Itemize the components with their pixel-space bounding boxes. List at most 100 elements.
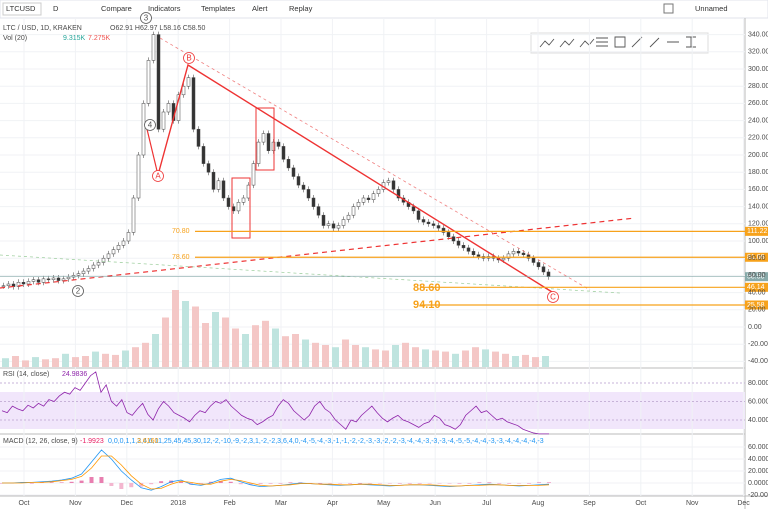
wave-label: 4 — [148, 121, 153, 130]
macd-histogram — [228, 481, 233, 483]
candle-body — [226, 197, 231, 207]
price-tick-label: 220.00 — [748, 135, 768, 142]
candle-body — [461, 245, 466, 249]
price-tick-label: 100.00 — [748, 238, 768, 245]
signal-line — [2, 455, 550, 490]
candle-body — [301, 184, 306, 190]
price-tick-label: 260.00 — [748, 100, 768, 107]
macd-histogram — [179, 481, 184, 483]
macd-histogram — [258, 483, 263, 485]
volume-bar — [282, 336, 289, 367]
macd-histogram — [139, 483, 144, 487]
fib-label: 94.10 — [413, 299, 441, 311]
macd-histogram — [527, 483, 532, 484]
fullscreen-icon[interactable] — [663, 3, 674, 14]
time-tick-label: Nov — [69, 500, 82, 507]
macd-histogram — [417, 483, 422, 484]
macd-histogram — [517, 483, 522, 484]
candle-body — [156, 34, 161, 130]
volume-bar — [412, 347, 419, 367]
candle-body — [266, 133, 271, 151]
templates-button[interactable]: Templates — [201, 4, 235, 13]
symbol[interactable]: LTCUSD — [6, 4, 36, 13]
volume-bar — [182, 301, 189, 367]
candle-body — [191, 77, 196, 130]
fib-label: 88.60 — [413, 282, 441, 294]
macd-histogram — [437, 483, 442, 484]
fib-label: 78.60 — [172, 254, 190, 261]
candle-body — [276, 141, 281, 147]
volume-bar — [32, 357, 39, 367]
candle-body — [26, 281, 31, 285]
candle-body — [31, 279, 36, 282]
candle-body — [281, 146, 286, 160]
volume-bar — [112, 354, 119, 367]
candle-body — [371, 193, 376, 200]
candle-body — [16, 282, 21, 287]
level-label-box — [745, 272, 768, 282]
drawings — [0, 37, 636, 294]
candle-body — [96, 262, 101, 266]
candle-body — [411, 206, 416, 212]
time-tick-label: Oct — [635, 500, 646, 507]
candle-body — [51, 277, 56, 280]
candle-body — [346, 214, 351, 220]
candle-body — [306, 189, 311, 199]
symbol-box[interactable] — [2, 2, 42, 16]
alert-button[interactable]: Alert — [252, 4, 268, 13]
level-label-box — [745, 226, 768, 236]
macd-histogram — [109, 483, 114, 486]
price-tick-label: 40.00 — [748, 289, 766, 296]
candle-body — [86, 268, 91, 272]
candle-body — [261, 133, 266, 143]
macd-histogram — [218, 481, 223, 483]
candle-body — [436, 225, 441, 229]
interval[interactable]: D — [53, 4, 59, 13]
volume-bar — [152, 334, 159, 367]
candle-body — [196, 128, 201, 147]
volume-bar — [392, 345, 399, 367]
time-tick-label: Dec — [121, 500, 134, 507]
replay-button[interactable]: Replay — [289, 4, 313, 13]
volume-bar — [2, 358, 9, 367]
candle-body — [456, 240, 461, 246]
macd-histogram — [547, 482, 551, 483]
macd-histogram — [467, 483, 472, 484]
time-tick-label: Oct — [19, 500, 30, 507]
candle-body — [101, 257, 106, 263]
rsi-tick-label: 80.0000 — [748, 380, 768, 387]
level-label-box — [745, 282, 768, 292]
candle-body — [446, 232, 451, 237]
candle-body — [81, 270, 86, 274]
drawing-tool-icons[interactable] — [539, 36, 696, 48]
indicators-button[interactable]: Indicators — [148, 4, 181, 13]
macd-tick-label: 60.0000 — [748, 444, 768, 451]
macd-histogram — [208, 481, 213, 483]
time-tick-label: Mar — [275, 500, 288, 507]
macd-histogram — [487, 482, 492, 483]
volume-bar — [252, 325, 259, 367]
volume-bar — [262, 320, 269, 367]
wave-circle — [144, 119, 156, 131]
price-tick-label: 200.00 — [748, 152, 768, 159]
volume-bar — [202, 323, 209, 367]
time-tick-label: Jul — [482, 500, 491, 507]
volume-bar — [342, 339, 349, 367]
level-label-box — [745, 300, 768, 310]
candle-body — [531, 257, 536, 263]
candle-body — [241, 197, 246, 203]
macd-title: MACD (12, 26, close, 9) — [3, 438, 78, 445]
time-tick-label: Jun — [430, 500, 441, 507]
macd-histogram — [338, 483, 343, 484]
macd-histogram — [407, 483, 412, 484]
volume-bar — [482, 349, 489, 367]
layout-name[interactable]: Unnamed — [695, 4, 728, 13]
volume-bar — [432, 350, 439, 367]
volume-bar — [512, 356, 519, 367]
candle-body — [66, 276, 71, 280]
candle-body — [311, 197, 316, 207]
compare-button[interactable]: Compare — [101, 4, 132, 13]
candle-body — [391, 180, 396, 190]
candle-body — [236, 202, 241, 212]
macd-histogram — [129, 483, 134, 488]
